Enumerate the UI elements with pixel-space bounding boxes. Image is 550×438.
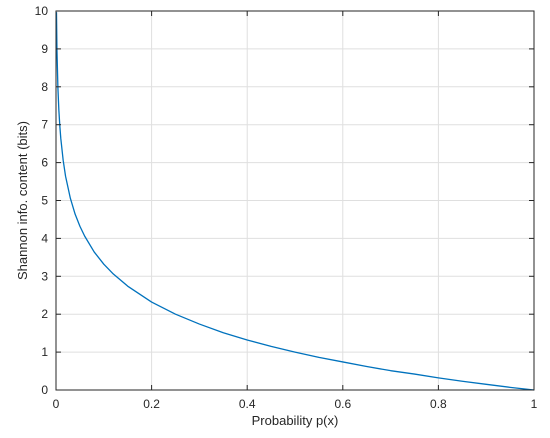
y-tick-label: 9 [41,42,48,56]
y-tick-label: 6 [41,156,48,170]
series-line [55,12,535,391]
y-tick-label: 1 [41,345,48,359]
y-tick-label: 2 [41,307,48,321]
y-tick-label: 10 [35,4,49,18]
y-axis-label: Shannon info. content (bits) [15,121,30,280]
x-axis-label: Probability p(x) [252,413,339,428]
y-tick-label: 0 [41,383,48,397]
tick-marks [55,10,535,391]
series-layer [55,12,535,391]
x-tick-label: 0 [53,397,60,411]
x-tick-labels: 0 0.2 0.4 0.6 0.8 1 [53,397,538,411]
y-tick-labels: 0 1 2 3 4 5 6 7 8 9 10 [35,4,49,397]
y-tick-label: 3 [41,269,48,283]
x-tick-label: 0.8 [430,397,447,411]
y-tick-label: 5 [41,194,48,208]
x-tick-label: 1 [531,397,538,411]
y-tick-label: 4 [41,231,48,245]
x-tick-label: 0.4 [239,397,256,411]
y-tick-label: 7 [41,118,48,132]
x-tick-label: 0.2 [143,397,160,411]
y-tick-label: 8 [41,80,48,94]
x-tick-label: 0.6 [334,397,351,411]
grid-lines [55,10,535,391]
